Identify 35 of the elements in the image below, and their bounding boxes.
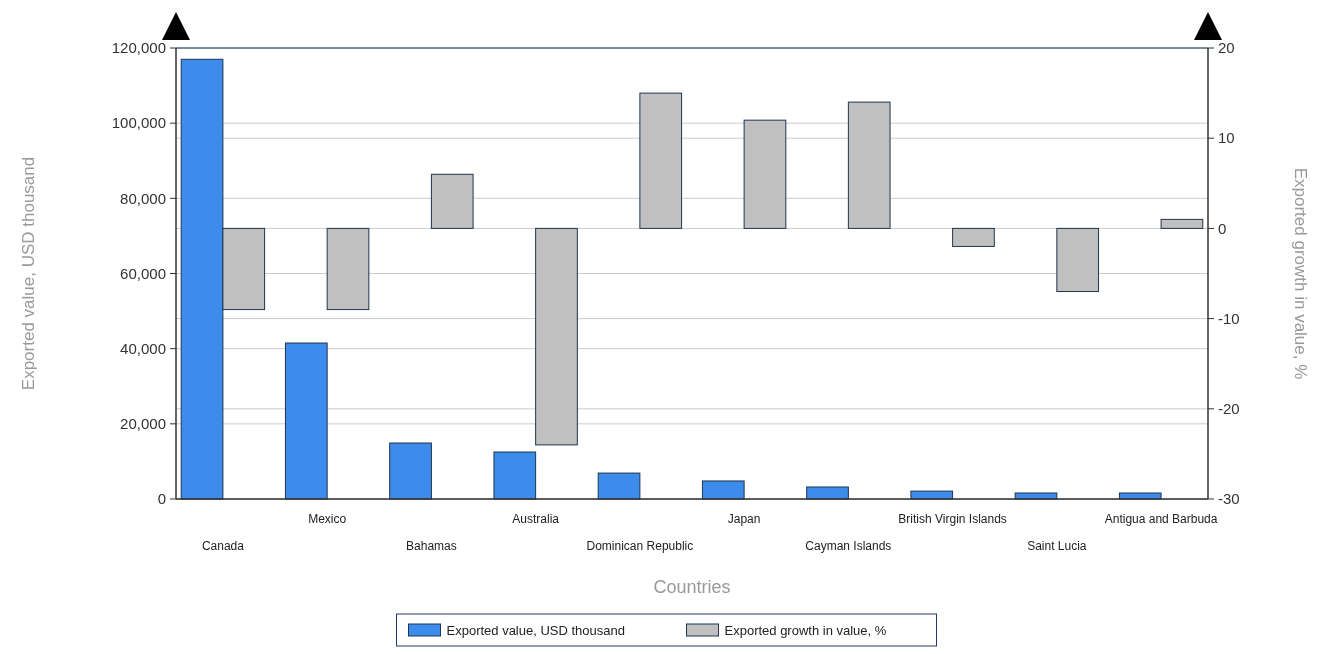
x-tick-label: Antigua and Barbuda	[1104, 512, 1218, 526]
y-tick-label: 20,000	[120, 415, 166, 433]
legend-label: Exported growth in value, %	[724, 623, 887, 638]
bar	[493, 451, 537, 500]
y2-tick-label: 20	[1218, 39, 1235, 57]
x-tick-label: Canada	[201, 539, 245, 553]
y-tick-label: 0	[157, 490, 166, 508]
y2-tick-label: -30	[1218, 490, 1240, 508]
y-tick-label: 100,000	[111, 114, 166, 132]
x-tick-label: Dominican Republic	[586, 539, 694, 553]
y-axis-title: Exported value, USD thousand	[19, 156, 38, 391]
x-tick-label: Saint Lucia	[1027, 539, 1087, 553]
y-tick-label: 80,000	[120, 189, 166, 207]
y-tick-label: 60,000	[120, 264, 166, 282]
legend-label: Exported value, USD thousand	[446, 623, 625, 638]
x-tick-label: Japan	[727, 512, 761, 526]
x-tick-label: Cayman Islands	[805, 539, 892, 553]
y2-tick-label: -20	[1218, 400, 1240, 418]
x-tick-label: Australia	[512, 512, 560, 526]
y2-tick-label: 10	[1218, 129, 1235, 147]
x-axis-title: Countries	[653, 577, 731, 597]
bar	[597, 472, 641, 500]
y2-tick-label: 0	[1218, 219, 1227, 237]
x-tick-label: Bahamas	[406, 539, 457, 553]
y2-tick-label: -10	[1218, 309, 1240, 327]
bar	[910, 490, 954, 500]
bar	[806, 486, 849, 500]
y-tick-label: 120,000	[111, 39, 166, 57]
y2-axis-title: Exported growth in value, %	[1291, 167, 1310, 380]
x-tick-label: Mexico	[308, 512, 347, 526]
bar	[284, 342, 328, 500]
y-tick-label: 40,000	[120, 339, 166, 357]
bar	[701, 480, 745, 500]
x-tick-label: British Virgin Islands	[898, 512, 1007, 526]
bar	[389, 442, 432, 500]
